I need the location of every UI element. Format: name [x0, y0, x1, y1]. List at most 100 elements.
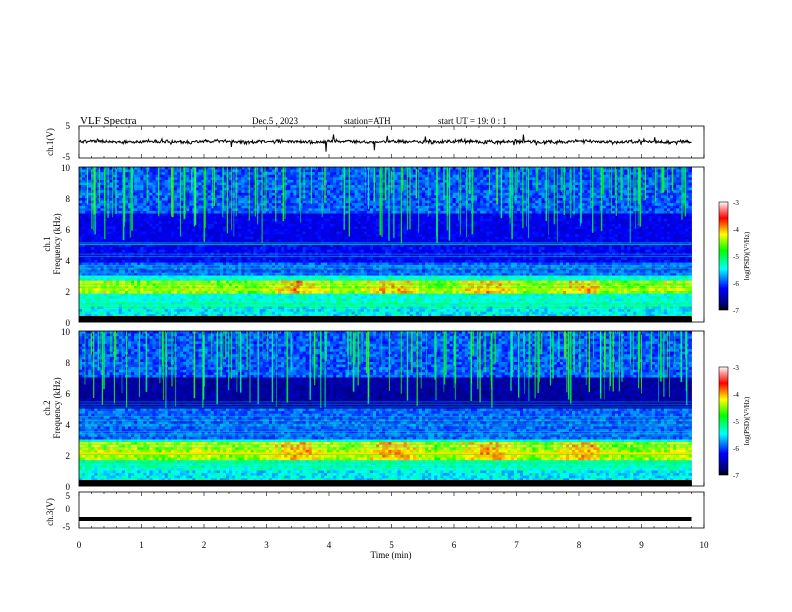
- spectrogram-cell: [149, 213, 153, 217]
- spectrogram-cell: [446, 169, 450, 173]
- spectrogram-cell: [657, 187, 662, 191]
- spectrogram-cell: [547, 174, 552, 178]
- spectrogram-cell: [529, 192, 533, 196]
- spectrogram-cell: [608, 226, 613, 230]
- spectrogram-cell: [351, 216, 356, 220]
- spectrogram-cell: [648, 226, 653, 230]
- spectrogram-cell: [614, 221, 619, 225]
- spectrogram-cell: [311, 221, 316, 225]
- spectrogram-cell: [559, 223, 564, 227]
- spectrogram-cell: [501, 169, 506, 173]
- spectrogram-cell: [308, 223, 313, 227]
- spectrogram-cell: [605, 195, 610, 199]
- spectrogram-cell: [167, 218, 172, 222]
- spectrogram-cell: [618, 187, 622, 191]
- spectrogram-cell: [663, 200, 668, 204]
- spectrogram-cell: [268, 192, 273, 196]
- spectrogram-cell: [397, 174, 401, 178]
- spectrogram-cell: [155, 221, 160, 225]
- spectrogram-cell: [602, 213, 607, 217]
- spectrogram-cell: [425, 177, 429, 181]
- spectrogram-cell: [82, 182, 86, 186]
- spectrogram-cell: [489, 221, 493, 225]
- spectrogram-cell: [648, 177, 653, 181]
- spectrogram-cell: [357, 198, 362, 201]
- spectrogram-cell: [685, 190, 689, 194]
- spectrogram-cell: [320, 221, 325, 225]
- spectrogram-cell: [569, 221, 573, 225]
- spectrogram-cell: [268, 226, 273, 230]
- spectrogram-cell: [651, 179, 656, 183]
- spectrogram-cell: [388, 185, 392, 189]
- spectrogram-cell: [327, 185, 331, 189]
- spectrogram-cell: [164, 177, 169, 181]
- spectrogram-cell: [559, 226, 564, 230]
- spectrogram-cell: [161, 208, 166, 212]
- spectrogram-cell: [394, 218, 398, 222]
- spectrogram-cell: [434, 169, 438, 173]
- spectrogram-cell: [82, 216, 86, 220]
- spectrogram-cell: [238, 218, 242, 222]
- spectrogram-cell: [336, 169, 340, 173]
- spectrogram-cell: [354, 203, 359, 207]
- spectrogram-cell: [621, 174, 625, 178]
- spectrogram-cell: [216, 187, 221, 191]
- spectrogram-cell: [385, 177, 389, 181]
- spectrogram-cell: [271, 169, 276, 173]
- spectrogram-cell: [180, 192, 184, 196]
- spectrogram-cell: [651, 174, 656, 178]
- spectrogram-cell: [287, 213, 291, 217]
- spectrogram-cell: [474, 208, 478, 212]
- spectrogram-cell: [229, 169, 233, 173]
- spectrogram-cell: [290, 172, 294, 176]
- spectrogram-cell: [633, 210, 637, 214]
- spectrogram-cell: [134, 177, 138, 181]
- spectrogram-cell: [376, 208, 380, 212]
- spectrogram-cell: [477, 218, 481, 222]
- spectrogram-cell: [317, 221, 322, 225]
- spectrogram-cell: [112, 192, 117, 196]
- spectrogram-cell: [676, 167, 680, 170]
- spectrogram-cell: [679, 221, 683, 225]
- spectrogram-cell: [611, 177, 616, 181]
- spectrogram-cell: [250, 221, 254, 225]
- spectrogram-cell: [265, 218, 270, 222]
- spectrogram-cell: [688, 167, 692, 170]
- spectrogram-cell: [173, 216, 178, 220]
- spectrogram-cell: [688, 172, 692, 176]
- spectrogram-cell: [513, 208, 518, 212]
- spectrogram-cell: [112, 190, 117, 194]
- spectrogram-cell: [572, 216, 576, 220]
- spectrogram-cell: [608, 221, 613, 225]
- spectrogram-cell: [324, 203, 328, 207]
- spectrogram-cell: [330, 216, 334, 220]
- spectrogram-cell: [654, 174, 659, 178]
- spectrogram-cell: [354, 172, 359, 176]
- spectrogram-cell: [305, 223, 310, 227]
- spectrogram-cell: [376, 223, 380, 227]
- spectrogram-cell: [467, 213, 472, 217]
- spectrogram-cell: [161, 218, 166, 222]
- spectrogram-cell: [244, 195, 248, 199]
- spectrogram-cell: [663, 223, 668, 227]
- spectrogram-cell: [403, 187, 408, 191]
- spectrogram-cell: [526, 226, 530, 230]
- spectrogram-cell: [434, 182, 438, 186]
- spectrogram-cell: [339, 200, 343, 204]
- spectrogram-cell: [164, 229, 169, 232]
- spectrogram-cell: [382, 169, 386, 173]
- spectrogram-cell: [556, 179, 561, 183]
- spectrogram-cell: [229, 221, 233, 225]
- spectrogram-cell: [608, 179, 613, 183]
- spectrogram-cell: [569, 223, 573, 227]
- spectrogram-cell: [271, 182, 276, 186]
- spectrogram-cell: [88, 190, 92, 194]
- spectrogram-cell: [654, 177, 659, 181]
- spectrogram-cell: [366, 221, 371, 225]
- spectrogram-cell: [575, 185, 579, 189]
- spectrogram-cell: [596, 213, 601, 217]
- spectrogram-cell: [299, 179, 303, 183]
- spectrogram-cell: [504, 169, 509, 173]
- spectrogram-cell: [382, 190, 386, 194]
- spectrogram-cell: [645, 177, 650, 181]
